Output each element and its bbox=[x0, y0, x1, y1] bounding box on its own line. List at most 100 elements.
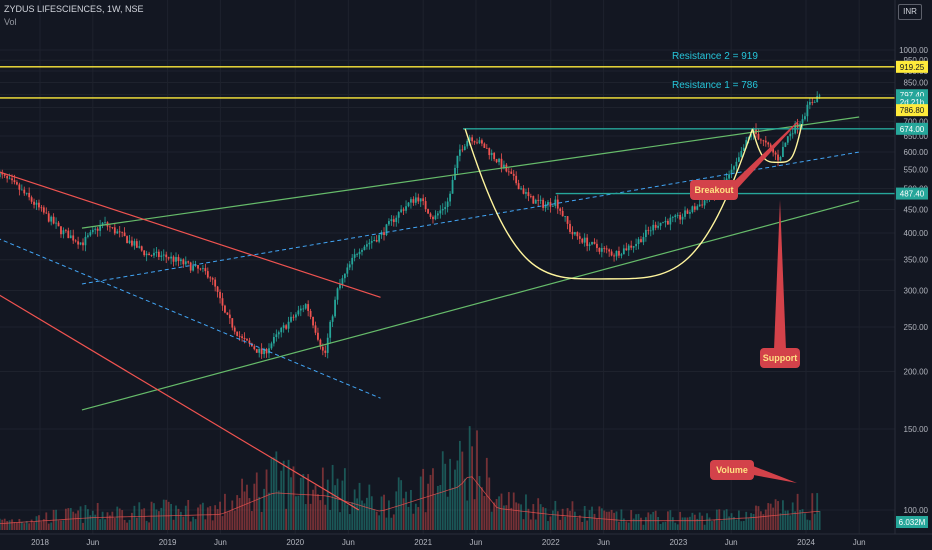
candle-body bbox=[750, 134, 753, 137]
volume-pointer bbox=[748, 464, 797, 483]
candle-body bbox=[202, 268, 204, 269]
volume-bar bbox=[307, 474, 310, 530]
candle-body bbox=[206, 271, 209, 278]
candle-body bbox=[466, 140, 469, 147]
candle-body bbox=[637, 239, 640, 244]
volume-bar bbox=[214, 505, 217, 530]
candle-body bbox=[109, 226, 111, 228]
candle-body bbox=[725, 178, 728, 181]
candle-body bbox=[478, 140, 481, 144]
candle-body bbox=[307, 304, 310, 311]
volume-indicator-label[interactable]: Vol bbox=[4, 17, 17, 27]
candle-body bbox=[47, 213, 50, 222]
volume-bar bbox=[91, 510, 94, 530]
breakout-text: Breakout bbox=[694, 185, 733, 195]
candle-body bbox=[578, 236, 581, 239]
volume-bar bbox=[505, 505, 508, 530]
volume-bar bbox=[133, 505, 136, 530]
resistance-2-label: Resistance 2 = 919 bbox=[672, 51, 758, 62]
symbol-title[interactable]: ZYDUS LIFESCIENCES, 1W, NSE bbox=[4, 4, 144, 14]
volume-bar bbox=[77, 510, 80, 530]
candle-body bbox=[676, 214, 679, 216]
candle-body bbox=[33, 201, 35, 205]
time-axis[interactable]: 2018 Jun 2019 Jun 2020 Jun 2021 Jun 2022 Jun 2023 J… bbox=[0, 533, 932, 547]
volume-bar bbox=[737, 510, 740, 530]
volume-bar bbox=[3, 518, 6, 530]
candle-body bbox=[72, 235, 75, 241]
candle-body bbox=[422, 198, 425, 202]
volume-bar bbox=[292, 466, 295, 530]
x-tick-label: 2024 bbox=[797, 538, 815, 547]
candle-body bbox=[412, 199, 415, 203]
candle-body bbox=[537, 199, 540, 201]
volume-bar bbox=[574, 511, 576, 530]
candle-body bbox=[551, 205, 554, 207]
volume-bar bbox=[534, 519, 537, 530]
candle-body bbox=[8, 178, 11, 180]
volume-bar bbox=[16, 522, 18, 530]
volume-bar bbox=[47, 523, 50, 530]
volume-bar bbox=[476, 430, 478, 530]
volume-bar bbox=[373, 509, 376, 530]
candle-body bbox=[640, 239, 642, 243]
candle-body bbox=[182, 259, 185, 265]
volume-bar bbox=[439, 484, 442, 530]
candle-body bbox=[436, 213, 439, 216]
candle-body bbox=[779, 157, 782, 161]
candle-body bbox=[471, 137, 474, 142]
candle-body bbox=[268, 348, 270, 354]
candle-body bbox=[74, 240, 77, 242]
volume-bar bbox=[184, 505, 187, 530]
candle-body bbox=[556, 199, 559, 209]
candle-body bbox=[99, 225, 102, 231]
candle-body bbox=[292, 316, 295, 318]
candle-body bbox=[693, 206, 696, 210]
currency-button[interactable]: INR bbox=[898, 4, 922, 20]
volume-bar bbox=[588, 510, 591, 530]
volume-bar bbox=[57, 520, 60, 530]
volume-callout: Volume bbox=[710, 460, 797, 483]
candle-body bbox=[769, 144, 772, 149]
x-tick-label: Jun bbox=[342, 538, 355, 547]
candle-body bbox=[89, 232, 92, 236]
candle-body bbox=[613, 255, 615, 257]
candle-body bbox=[16, 182, 18, 185]
volume-bar bbox=[231, 500, 234, 530]
volume-bar bbox=[669, 510, 672, 530]
candle-body bbox=[290, 316, 292, 322]
candle-body bbox=[324, 350, 327, 353]
candle-body bbox=[1, 172, 4, 175]
y-tick-label: 300.00 bbox=[904, 287, 929, 296]
candle-body bbox=[64, 230, 67, 232]
volume-bar bbox=[99, 519, 102, 530]
candle-body bbox=[522, 188, 525, 194]
candle-body bbox=[60, 226, 62, 235]
volume-bar bbox=[525, 494, 527, 530]
candle-body bbox=[167, 257, 170, 259]
volume-bar bbox=[554, 500, 557, 530]
candle-body bbox=[740, 150, 743, 158]
volume-bar bbox=[801, 509, 804, 530]
volume-bar bbox=[113, 518, 116, 530]
candle-body bbox=[686, 210, 689, 214]
volume-bar bbox=[346, 504, 349, 530]
support-level-tag-text: 487.40 bbox=[900, 190, 925, 199]
volume-bar bbox=[657, 516, 660, 530]
volume-bar bbox=[537, 498, 540, 530]
volume-bar bbox=[334, 485, 336, 530]
support-pointer bbox=[774, 199, 786, 350]
volume-bar bbox=[35, 516, 38, 530]
volume-bar bbox=[343, 468, 346, 530]
candle-body bbox=[757, 133, 760, 140]
volume-bar bbox=[419, 476, 422, 530]
candle-body bbox=[691, 206, 694, 213]
candle-body bbox=[498, 158, 500, 163]
candle-body bbox=[561, 210, 564, 217]
volume-bar bbox=[299, 477, 302, 530]
candle-body bbox=[233, 327, 236, 332]
volume-bar bbox=[503, 505, 505, 530]
candle-body bbox=[214, 279, 217, 287]
candle-body bbox=[813, 102, 816, 103]
